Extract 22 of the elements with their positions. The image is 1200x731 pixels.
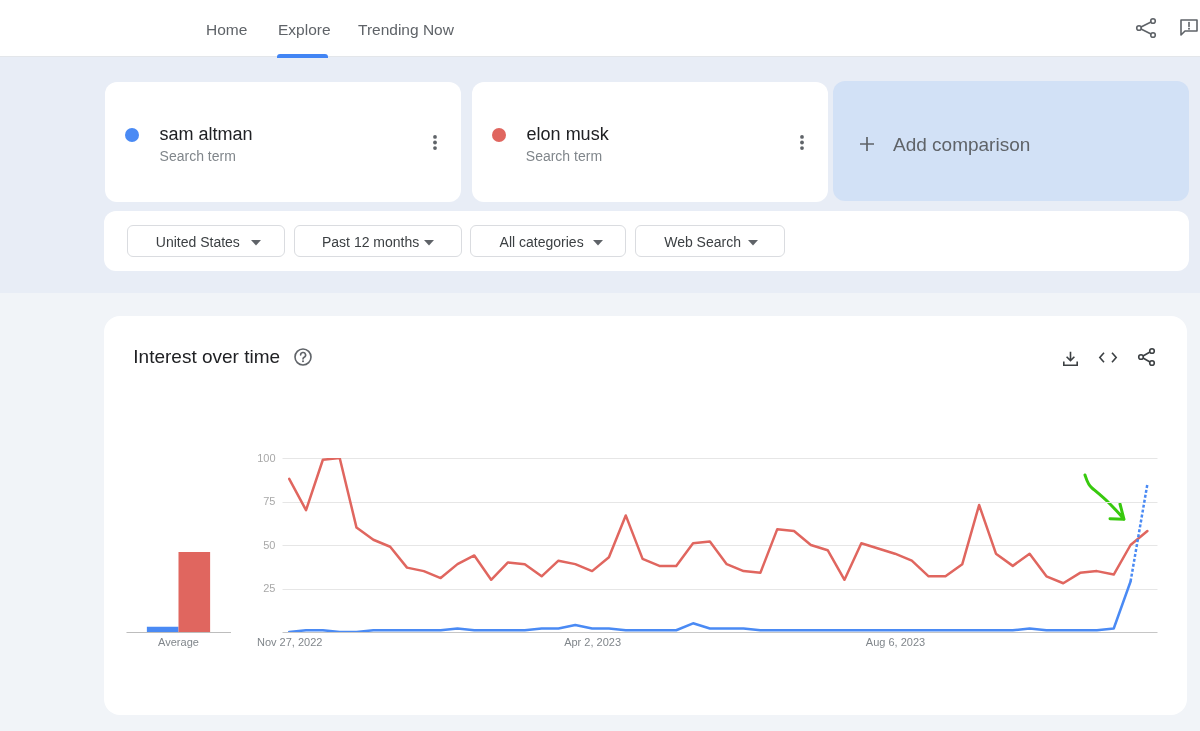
legend-label: sam altman — [159, 123, 253, 144]
x-tick-label: Apr 2, 2023 — [564, 635, 622, 648]
text: Add comparison — [893, 133, 1031, 155]
text: Web Search — [664, 233, 741, 250]
text: Search term — [525, 147, 603, 164]
y-tick-label: 25 — [263, 582, 276, 594]
line-series — [287, 458, 1149, 585]
text: Search term — [159, 147, 236, 164]
y-tick-label: 75 — [263, 495, 276, 507]
legend-label: elon musk — [526, 123, 609, 144]
text: Trending Now — [358, 20, 454, 38]
y-tick-label: 50 — [263, 538, 276, 551]
x-tick-label: Nov 27, 2022 — [256, 635, 323, 648]
text: Home — [206, 20, 248, 38]
text: United States — [155, 233, 240, 250]
y-tick-label: 100 — [257, 451, 276, 464]
text: Explore — [278, 20, 331, 38]
text: Past 12 months — [322, 233, 420, 250]
x-tick-label: Average — [158, 635, 199, 648]
x-tick-label: Aug 6, 2023 — [865, 635, 926, 648]
chart-title: Interest over time — [133, 345, 281, 367]
text: All categories — [499, 233, 584, 250]
